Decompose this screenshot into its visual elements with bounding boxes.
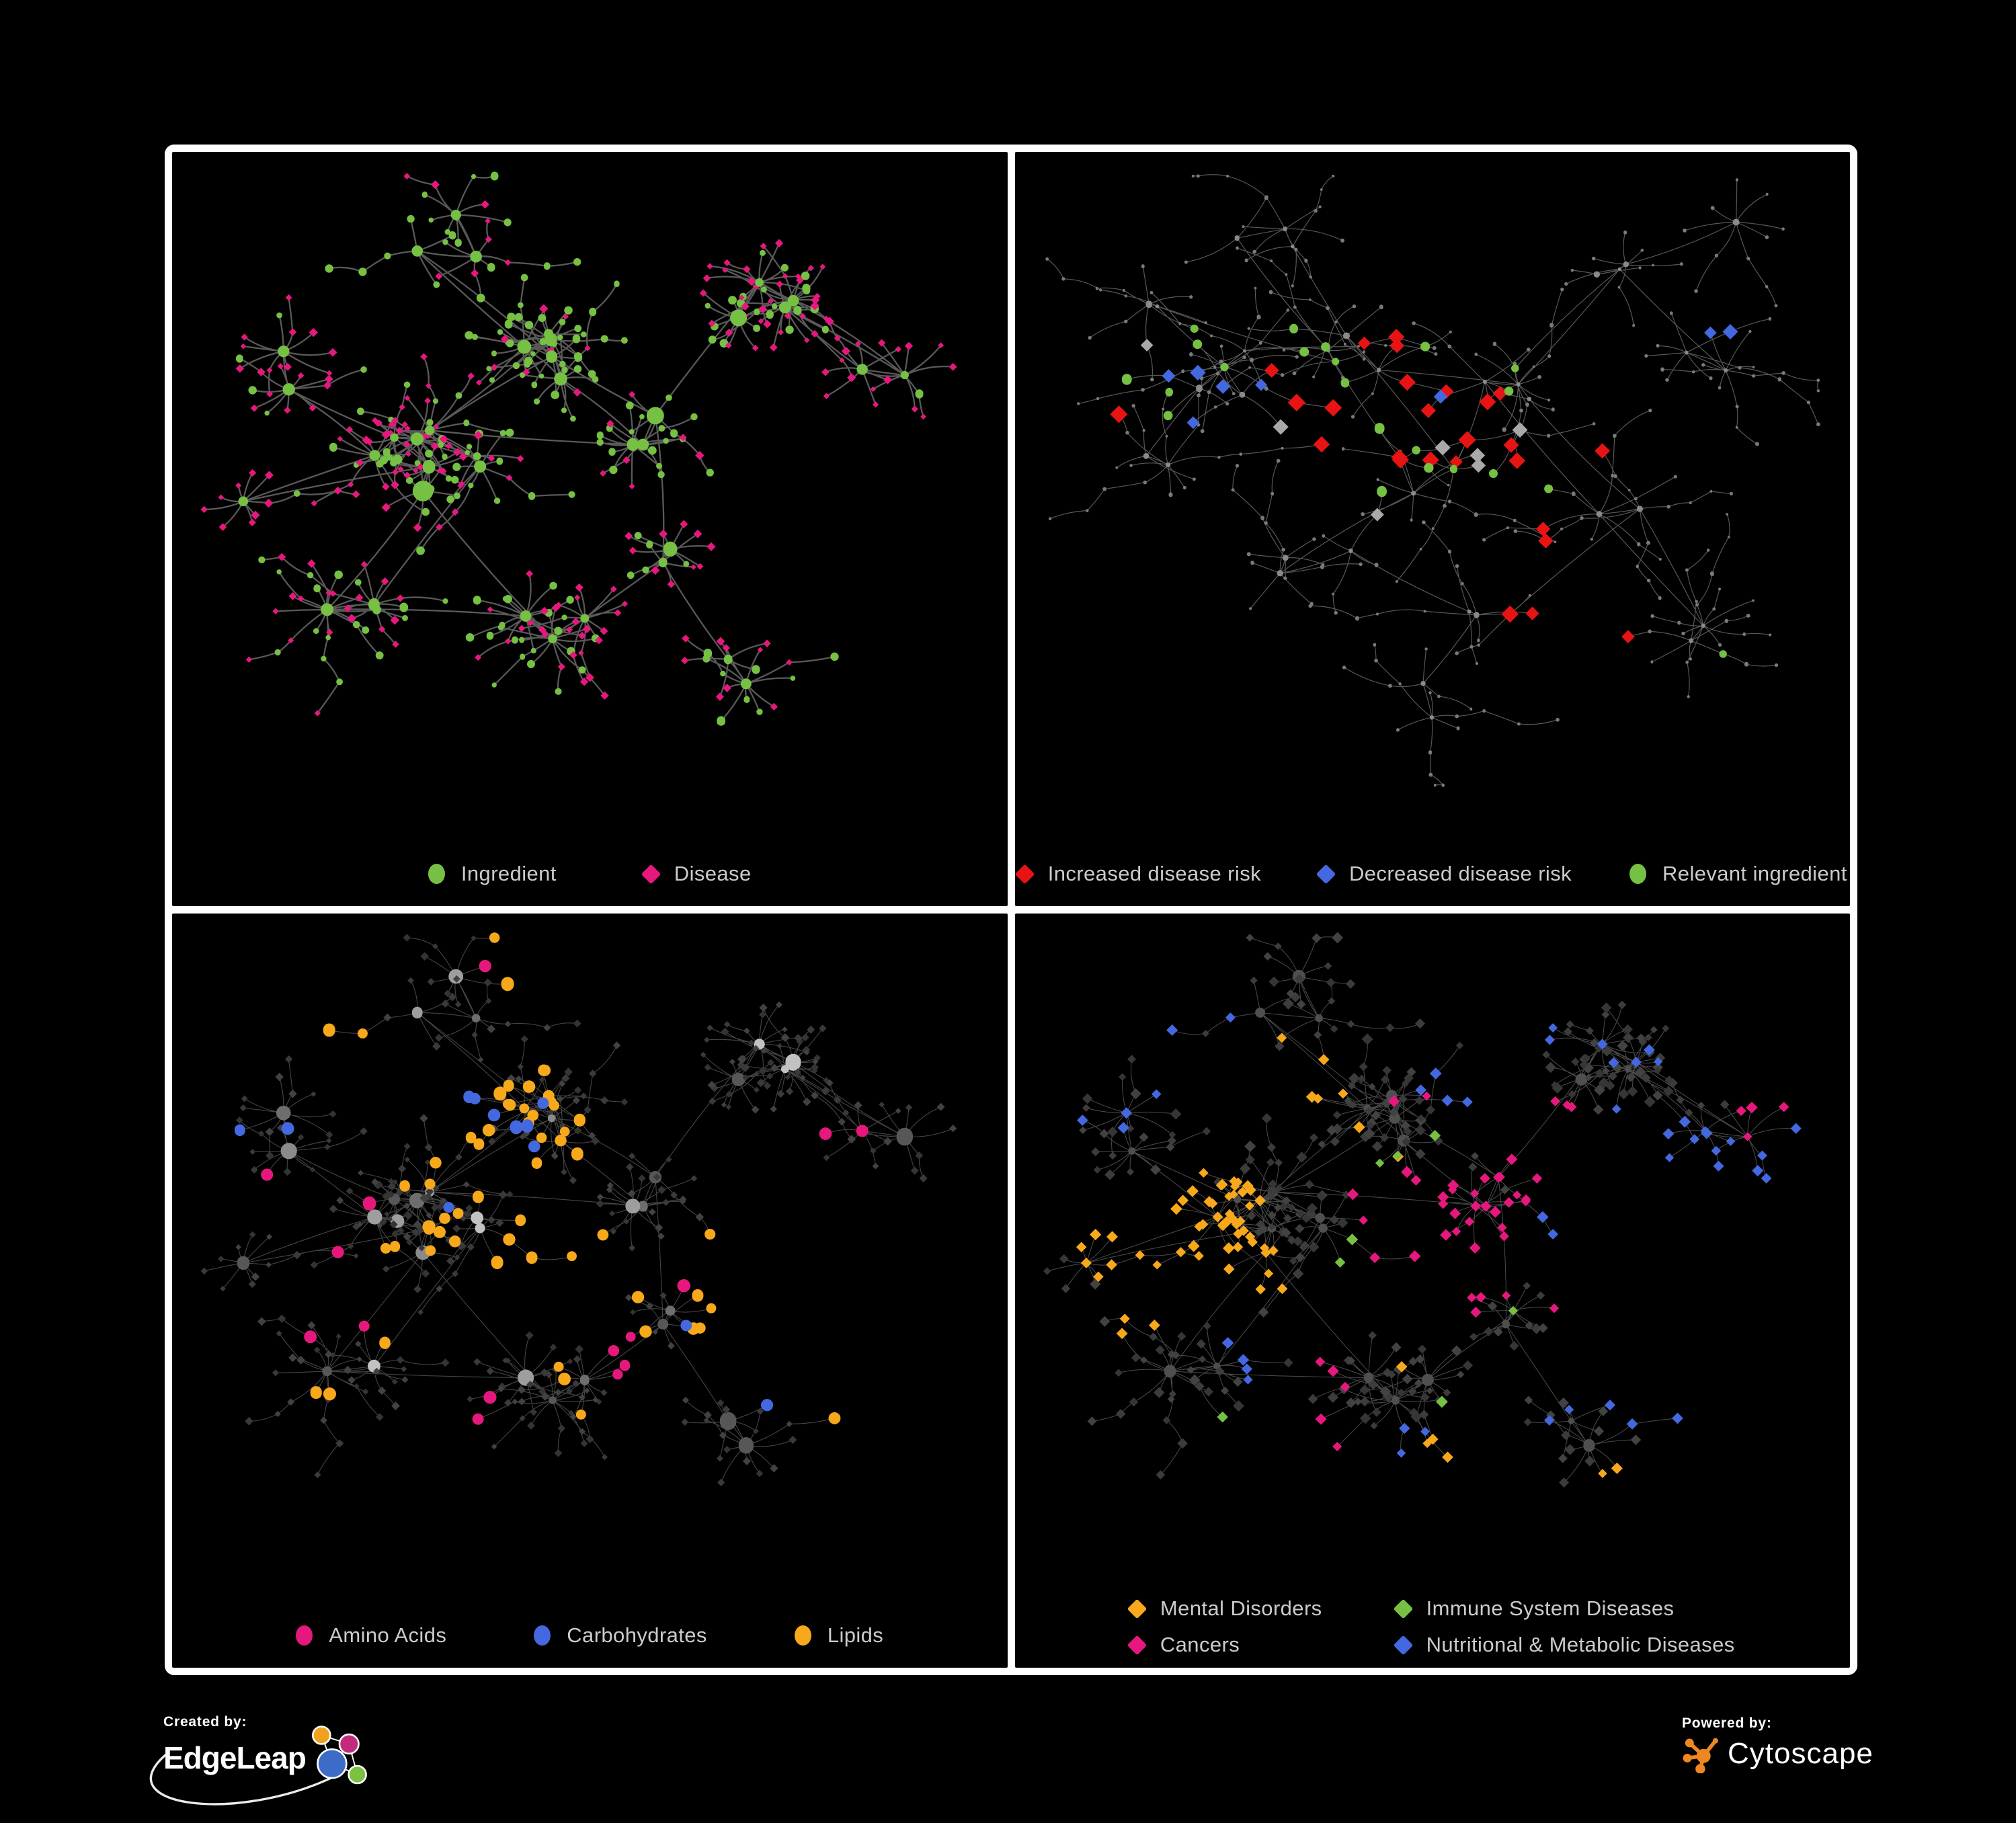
- legend-disease-risk: Increased disease risk Decreased disease …: [1014, 862, 1851, 886]
- legend-macronutrients: Amino Acids Carbohydrates Lipids: [172, 1623, 1008, 1648]
- network-disease-risk: [1015, 152, 1851, 906]
- legend-item-nutritional-metabolic-diseases: Nutritional & Metabolic Diseases: [1393, 1633, 1735, 1657]
- diamond-icon: [1014, 864, 1035, 884]
- panel-disease-risk: Increased disease risk Decreased disease …: [1014, 152, 1851, 906]
- diamond-icon: [1127, 1635, 1147, 1655]
- edgeleap-logo-icon: [311, 1726, 367, 1785]
- legend-item-lipids: Lipids: [794, 1623, 884, 1648]
- legend-label: Mental Disorders: [1160, 1596, 1322, 1620]
- legend-item-relevant-ingredient: Relevant ingredient: [1629, 862, 1847, 886]
- legend-label: Increased disease risk: [1047, 862, 1261, 885]
- cytoscape-logo-icon: [1683, 1738, 1718, 1773]
- powered-by-label: Powered by:: [1682, 1715, 1772, 1731]
- panel-disease-categories: Mental Disorders Immune System Diseases Ca…: [1014, 914, 1851, 1668]
- diamond-icon: [1127, 1598, 1147, 1619]
- legend-item-immune-system-diseases: Immune System Diseases: [1393, 1596, 1675, 1621]
- edgeleap-wordmark: EdgeLeap: [163, 1740, 307, 1775]
- created-by-label: Created by:: [163, 1714, 247, 1730]
- network-disease-categories: [1015, 914, 1851, 1668]
- panel-ingredient-disease: Ingredient Disease: [172, 152, 1008, 906]
- legend-label: Amino Acids: [329, 1623, 447, 1647]
- created-by-branding: Created by: EdgeLeap: [149, 1714, 446, 1815]
- diamond-icon: [1316, 864, 1336, 884]
- circle-icon: [1629, 864, 1647, 884]
- powered-by-branding: Powered by: Cytoscape: [1682, 1715, 1873, 1773]
- network-ingredient-disease: [172, 152, 1008, 906]
- circle-icon: [296, 1625, 313, 1646]
- legend-item-decreased-disease-risk: Decreased disease risk: [1316, 862, 1572, 886]
- cytoscape-wordmark: Cytoscape: [1728, 1737, 1873, 1770]
- legend-label: Carbohydrates: [567, 1623, 707, 1647]
- diamond-icon: [641, 864, 661, 884]
- legend-item-cancers: Cancers: [1127, 1633, 1240, 1657]
- legend-label: Decreased disease risk: [1349, 862, 1572, 885]
- legend-label: Cancers: [1160, 1633, 1240, 1656]
- circle-icon: [794, 1625, 811, 1646]
- diamond-icon: [1393, 1598, 1413, 1619]
- legend-item-amino-acids: Amino Acids: [296, 1623, 446, 1648]
- legend-label: Lipids: [827, 1623, 884, 1647]
- legend-label: Nutritional & Metabolic Diseases: [1426, 1633, 1735, 1656]
- legend-item-ingredient: Ingredient: [428, 862, 557, 886]
- legend-disease-categories: Mental Disorders Immune System Diseases Ca…: [1015, 1596, 1851, 1657]
- circle-icon: [428, 864, 445, 884]
- legend-item-increased-disease-risk: Increased disease risk: [1014, 862, 1261, 886]
- network-macronutrients: [172, 914, 1008, 1668]
- diamond-icon: [1393, 1635, 1413, 1655]
- legend-label: Ingredient: [460, 862, 557, 885]
- legend-label: Immune System Diseases: [1426, 1596, 1675, 1620]
- legend-label: Relevant ingredient: [1662, 862, 1847, 885]
- legend-item-disease: Disease: [641, 862, 752, 886]
- circle-icon: [534, 1625, 551, 1646]
- legend-ingredient-disease: Ingredient Disease: [172, 862, 1008, 886]
- legend-item-mental-disorders: Mental Disorders: [1127, 1596, 1322, 1621]
- panel-macronutrients: Amino Acids Carbohydrates Lipids: [172, 914, 1008, 1668]
- legend-item-carbohydrates: Carbohydrates: [534, 1623, 707, 1648]
- legend-label: Disease: [674, 862, 752, 885]
- panel-grid: Ingredient Disease Increased disease risk…: [165, 145, 1857, 1675]
